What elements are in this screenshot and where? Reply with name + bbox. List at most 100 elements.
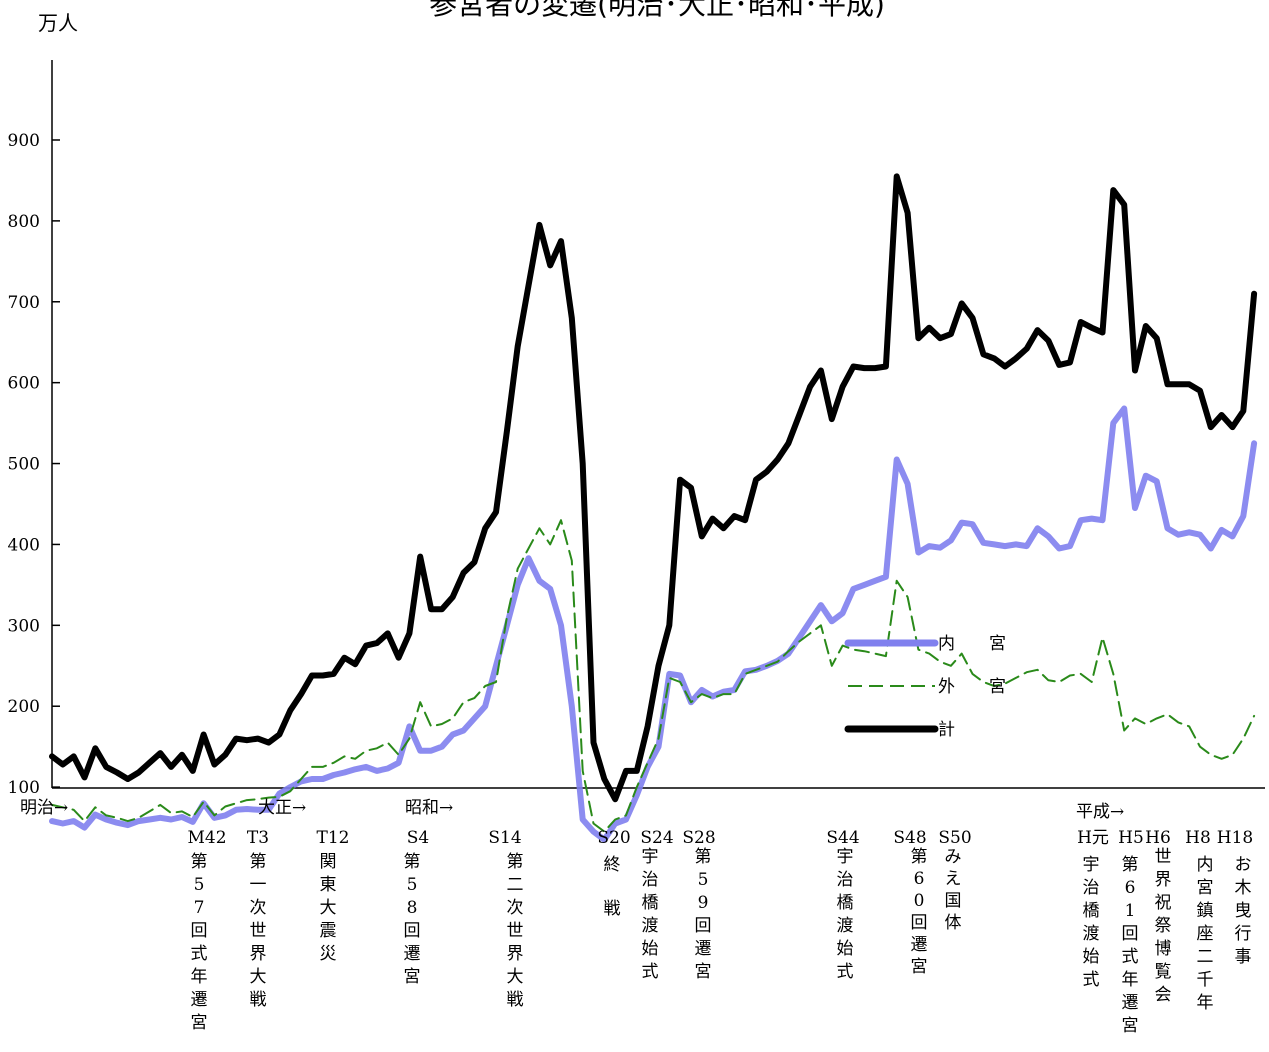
annotation-char: 覧 <box>1155 962 1172 982</box>
annotation-char: 次 <box>250 898 267 918</box>
annotation-char: 宇 <box>837 847 854 867</box>
annotation-char: 6 <box>1125 878 1136 898</box>
annotation-char: 回 <box>191 921 208 941</box>
legend-label: 外 宮 <box>938 677 1006 697</box>
y-tick-group: 100 200 300 400 500 600 700 800 900 <box>8 131 60 798</box>
annotation-char: え <box>945 869 962 889</box>
annotation-char: 宮 <box>1122 1016 1139 1036</box>
annotation-char: 第 <box>1122 855 1139 875</box>
annotation-char: 世 <box>507 921 524 941</box>
annotation-char: 震 <box>320 921 337 941</box>
annotation-char: 始 <box>642 939 659 959</box>
annotation-char: 年 <box>1197 993 1214 1013</box>
annotation-code: S48 <box>893 828 926 848</box>
annotation-text: 第 5 9 回遷宮 <box>695 847 712 982</box>
annotation-char: お <box>1235 855 1252 875</box>
annotation-char: 9 <box>698 893 709 913</box>
annotation-char: 宇 <box>1083 855 1100 875</box>
annotation-char: 治 <box>642 870 659 890</box>
annotation-char: 大 <box>320 898 337 918</box>
annotation-char: 宮 <box>404 967 421 987</box>
annotation-char: 式 <box>1122 947 1139 967</box>
annotation-char: 橋 <box>837 893 854 913</box>
annotation-code: S28 <box>682 828 715 848</box>
annotation-char: 回 <box>1122 924 1139 944</box>
annotation-code: S4 <box>407 828 429 848</box>
era-label-group: 明治→ 大正→ 昭和→ 平成→ <box>20 798 1124 822</box>
annotation-code: T3 <box>247 828 269 848</box>
annotation-char: 渡 <box>1083 924 1100 944</box>
annotation-char: 1 <box>1125 901 1136 921</box>
annotation-char: 遷 <box>695 939 712 959</box>
annotation-char: 第 <box>695 847 712 867</box>
annotation-code: H元 <box>1077 828 1109 848</box>
annotation-char: 橋 <box>642 893 659 913</box>
annotation-char: 第 <box>250 852 267 872</box>
annotation-char: 回 <box>911 913 928 933</box>
annotation-char: 年 <box>1122 970 1139 990</box>
annotation-char: 界 <box>250 944 267 964</box>
y-tick-label: 900 <box>8 131 40 151</box>
annotation-code: H6 <box>1145 828 1171 848</box>
annotation-code: H8 <box>1185 828 1211 848</box>
annotation-char: 始 <box>837 939 854 959</box>
annotation-char: 宮 <box>695 962 712 982</box>
annotation-text: 第 5 8 回遷宮 <box>404 852 421 987</box>
era-label: 平成→ <box>1076 802 1124 822</box>
annotation-char: 5 <box>698 870 709 890</box>
annotation-code: S20 <box>597 828 630 848</box>
annotation-char: 国 <box>945 891 962 911</box>
annotation-char: 式 <box>191 944 208 964</box>
annotation-char: 災 <box>320 944 337 964</box>
annotation-char: 式 <box>1083 970 1100 990</box>
annotation-char: 祭 <box>1155 916 1172 936</box>
annotation-char: 8 <box>407 898 418 918</box>
annotation-char: 木 <box>1235 878 1252 898</box>
annotation-char: 宮 <box>911 957 928 977</box>
annotation-char: 鎮 <box>1197 901 1214 921</box>
annotation-char: 行 <box>1235 924 1252 944</box>
annotation-char: 祝 <box>1155 893 1172 913</box>
annotation-text: 終戦 <box>604 855 621 919</box>
annotation-code: S14 <box>488 828 521 848</box>
annotation-char: 次 <box>507 898 524 918</box>
annotation-char: 5 <box>407 875 418 895</box>
annotation-char: 二 <box>507 875 524 895</box>
annotation-char: 世 <box>1155 847 1172 867</box>
annotation-char: 遷 <box>1122 993 1139 1013</box>
annotation-char: 内 <box>1197 855 1214 875</box>
annotation-char: 体 <box>945 913 962 933</box>
annotation-char: 宇 <box>642 847 659 867</box>
annotation-char: 渡 <box>837 916 854 936</box>
annotation-char: 5 <box>194 875 205 895</box>
y-tick-label: 200 <box>8 697 40 717</box>
annotation-char: 宮 <box>1197 878 1214 898</box>
annotation-char: 始 <box>1083 947 1100 967</box>
y-axis-unit: 万人 <box>38 11 78 35</box>
annotation-char: 6 <box>914 869 925 889</box>
annotation-char: 回 <box>695 916 712 936</box>
series-line-naiku <box>49 405 1258 843</box>
annotation-char: 界 <box>1155 870 1172 890</box>
annotation-char: 治 <box>837 870 854 890</box>
annotation-char: 治 <box>1083 878 1100 898</box>
y-tick-label: 700 <box>8 293 40 313</box>
series-line-total <box>49 173 1258 803</box>
annotation-char: 7 <box>194 898 205 918</box>
y-tick-label: 800 <box>8 212 40 232</box>
annotation-char: 博 <box>1155 939 1172 959</box>
annotation-char: 大 <box>250 967 267 987</box>
annotation-char: 遷 <box>191 990 208 1010</box>
annotation-char: 渡 <box>642 916 659 936</box>
annotation-char: 曳 <box>1235 901 1252 921</box>
annotation-char: 遷 <box>404 944 421 964</box>
annotation-char: 回 <box>404 921 421 941</box>
annotation-char: 戦 <box>604 899 621 919</box>
